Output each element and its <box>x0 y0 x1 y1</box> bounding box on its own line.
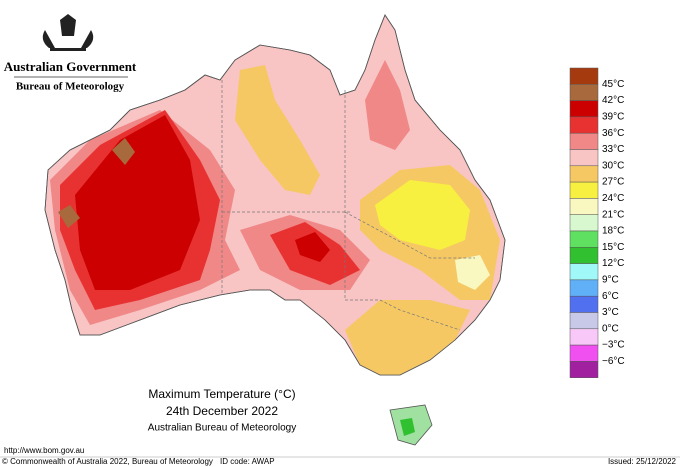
legend-swatch <box>569 295 599 313</box>
legend-swatch <box>569 312 599 330</box>
legend-label: 33°C <box>602 144 624 155</box>
legend-swatch <box>569 198 599 215</box>
legend-swatch <box>569 344 599 362</box>
legend-label: 3°C <box>602 307 619 318</box>
legend-swatch <box>569 263 599 281</box>
legend-label: 18°C <box>602 226 624 237</box>
legend-label: −3°C <box>602 340 625 351</box>
agency-name: Bureau of Meteorology <box>16 81 125 93</box>
legend-swatch <box>569 132 599 150</box>
map-title: Maximum Temperature (°C) <box>148 387 295 401</box>
legend-label: 9°C <box>602 275 619 286</box>
legend-label: 6°C <box>602 291 619 302</box>
legend-label: 42°C <box>602 95 624 106</box>
legend-label: 36°C <box>602 128 624 139</box>
legend-swatch <box>569 230 599 248</box>
legend-swatch <box>569 328 599 346</box>
map-date: 24th December 2022 <box>166 404 278 418</box>
legend-swatch <box>569 67 599 85</box>
government-name: Australian Government <box>4 59 137 74</box>
legend-swatch <box>569 165 599 183</box>
map-source: Australian Bureau of Meteorology <box>148 423 296 434</box>
legend-label: 30°C <box>602 160 624 171</box>
legend-swatch <box>569 214 599 232</box>
legend-label: 0°C <box>602 323 619 334</box>
legend-label: 12°C <box>602 258 624 269</box>
legend-label: 39°C <box>602 112 624 123</box>
legend-swatch <box>569 116 599 134</box>
id-code: ID code: AWAP <box>220 457 275 466</box>
legend-label: −6°C <box>602 356 625 367</box>
legend-swatch <box>569 361 599 378</box>
australia <box>44 14 506 446</box>
legend-label: 21°C <box>602 209 624 220</box>
legend: 45°C 42°C 39°C 36°C 33°C 30°C 27°C 24°C 21°C 18°C… <box>569 67 625 378</box>
issued: Issued: 25/12/2022 <box>608 457 677 466</box>
legend-swatch <box>569 279 599 297</box>
legend-swatch <box>569 84 599 101</box>
legend-swatch <box>569 100 599 118</box>
crest <box>42 14 94 51</box>
legend-label: 45°C <box>602 79 624 90</box>
legend-swatch <box>569 149 599 167</box>
legend-swatch <box>569 181 599 199</box>
legend-label: 27°C <box>602 177 624 188</box>
copyright: © Commonwealth of Australia 2022, Bureau… <box>2 457 213 466</box>
legend-label: 24°C <box>602 193 624 204</box>
legend-label: 15°C <box>602 242 624 253</box>
legend-swatch <box>569 247 599 264</box>
url[interactable]: http://www.bom.gov.au <box>4 446 84 455</box>
